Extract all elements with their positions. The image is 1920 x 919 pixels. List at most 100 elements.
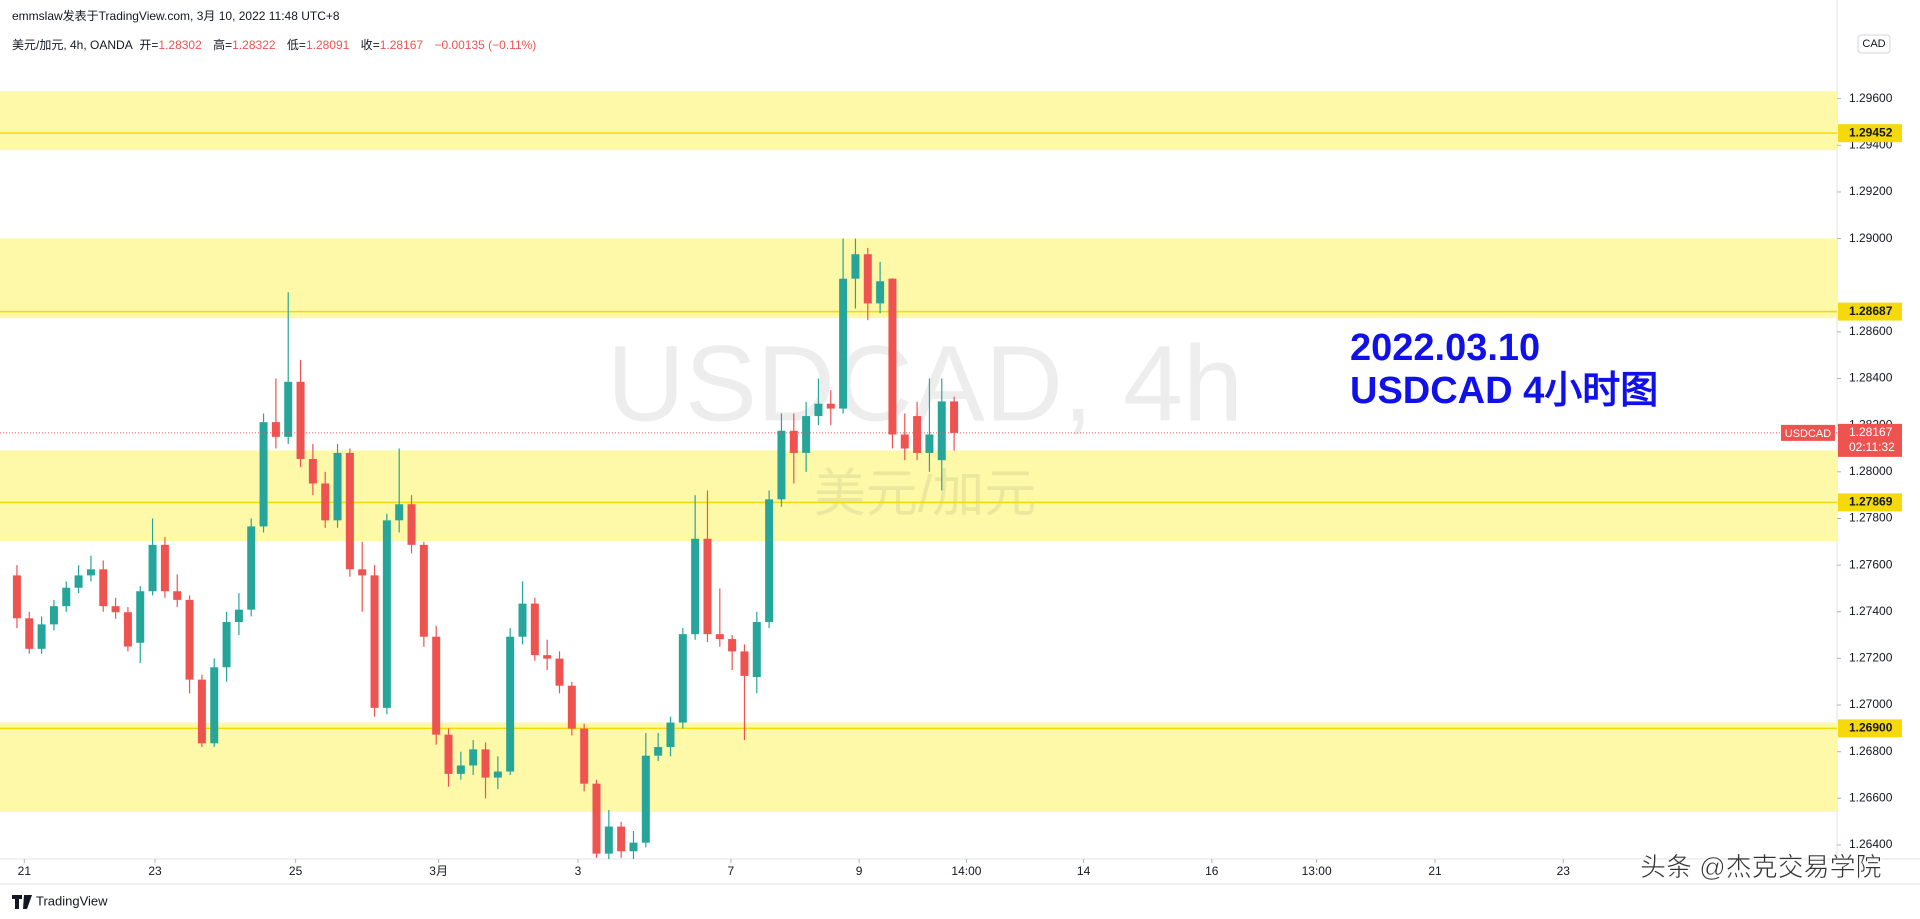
symbol-legend: 美元/加元, 4h, OANDA 开=1.28302 高=1.28322 低=1… — [12, 38, 537, 52]
y-tick-label: 1.27200 — [1849, 651, 1893, 665]
watermark: USDCAD, 4h — [607, 323, 1243, 444]
level-tag — [1838, 493, 1902, 512]
symbol-tag: USDCAD — [1785, 428, 1832, 440]
annotation: 2022.03.10 — [1350, 327, 1540, 369]
candle-body — [567, 685, 576, 729]
candle-body — [160, 544, 169, 592]
x-tick-label: 21 — [1428, 864, 1442, 878]
candle-body — [234, 609, 243, 623]
y-tick-label: 1.29200 — [1849, 184, 1893, 198]
zone — [0, 91, 1837, 151]
candle-body — [728, 639, 737, 652]
candle-body — [419, 544, 428, 637]
symbol: 美元/加元, 4h, OANDA — [12, 38, 133, 52]
level-tag-label: 1.26900 — [1849, 721, 1893, 735]
level-tag-label: 1.27869 — [1849, 495, 1893, 509]
candle-body — [358, 569, 367, 576]
candle-body — [62, 587, 71, 607]
candle-body — [481, 749, 490, 778]
candle-body — [740, 651, 749, 676]
candle-body — [296, 381, 305, 459]
y-tick-label: 1.26800 — [1849, 744, 1893, 758]
level-tag — [1838, 719, 1902, 738]
y-tick-label: 1.27600 — [1849, 557, 1893, 571]
candle-body — [12, 575, 21, 619]
x-tick-label: 3月 — [429, 864, 448, 878]
x-tick-label: 14:00 — [951, 864, 981, 878]
candle-body — [802, 416, 811, 453]
candle-body — [407, 504, 416, 545]
ohlc-value: 1.28302 — [158, 38, 202, 52]
candle-body — [900, 434, 909, 449]
candle-body — [25, 618, 34, 649]
watermark-sub: 美元/加元 — [814, 466, 1036, 524]
y-tick-label: 1.26400 — [1849, 837, 1893, 851]
candle-body — [333, 452, 342, 521]
ohlc-value: 1.28322 — [232, 38, 276, 52]
candle-body — [49, 606, 58, 625]
candle-body — [555, 658, 564, 686]
y-tick-label: 1.26600 — [1849, 791, 1893, 805]
candle-body — [345, 452, 354, 570]
candle-body — [432, 636, 441, 735]
candle-body — [876, 281, 885, 304]
y-tick-label: 1.27000 — [1849, 697, 1893, 711]
candle-body — [580, 728, 589, 784]
y-tick-label: 1.28600 — [1849, 324, 1893, 338]
candle-body — [937, 401, 946, 461]
ohlc-label: 收 — [360, 38, 373, 52]
candle-body — [863, 254, 872, 304]
level-tag — [1838, 302, 1902, 321]
candle-body — [592, 783, 601, 854]
candle-body — [259, 422, 268, 527]
candle-body — [37, 624, 46, 649]
candle-body — [715, 634, 724, 640]
candle-body — [210, 667, 219, 744]
candle-body — [691, 538, 700, 635]
candle-body — [444, 734, 453, 774]
x-tick-label: 23 — [1557, 864, 1571, 878]
y-tick-label: 1.29600 — [1849, 91, 1893, 105]
candle-body — [321, 483, 330, 521]
currency-box — [1857, 34, 1891, 54]
candle-body — [247, 526, 256, 610]
ohlc-label: 低 — [286, 38, 299, 52]
level-tag-label: 1.29452 — [1849, 125, 1893, 139]
candle-body — [506, 636, 515, 772]
candle-body — [185, 599, 194, 680]
candle-body — [826, 403, 835, 409]
candle-body — [86, 569, 95, 576]
x-tick-label: 9 — [856, 864, 863, 878]
candle-body — [395, 504, 404, 521]
candle-body — [382, 520, 391, 708]
candle-body — [111, 606, 120, 613]
zone — [0, 450, 1837, 542]
y-tick-label: 1.27400 — [1849, 604, 1893, 618]
candle-body — [456, 765, 465, 774]
candle-body — [851, 254, 860, 279]
x-tick-label: 23 — [148, 864, 162, 878]
watermark-credit: 头条 @杰克交易学院 — [1640, 852, 1882, 882]
candle-body — [123, 612, 132, 647]
candle-body — [925, 434, 934, 453]
candle-body — [222, 622, 231, 668]
candle-body — [136, 591, 145, 643]
candle-body — [271, 422, 280, 437]
candle-body — [148, 544, 157, 592]
candle-body — [641, 755, 650, 843]
brand-logo — [12, 895, 32, 909]
candle-body — [617, 826, 626, 852]
candle-body — [678, 634, 687, 723]
x-tick-label: 13:00 — [1302, 864, 1332, 878]
ohlc-value: 1.28167 — [379, 38, 424, 52]
candle-body — [604, 826, 613, 854]
x-tick-label: 3 — [575, 864, 582, 878]
last-price-label: 1.28167 — [1849, 425, 1893, 439]
level-tag-label: 1.28687 — [1849, 304, 1893, 318]
candle-body — [493, 771, 502, 778]
candle-body — [370, 575, 379, 708]
y-tick-label: 1.27800 — [1849, 511, 1893, 525]
candle-body — [814, 403, 823, 417]
